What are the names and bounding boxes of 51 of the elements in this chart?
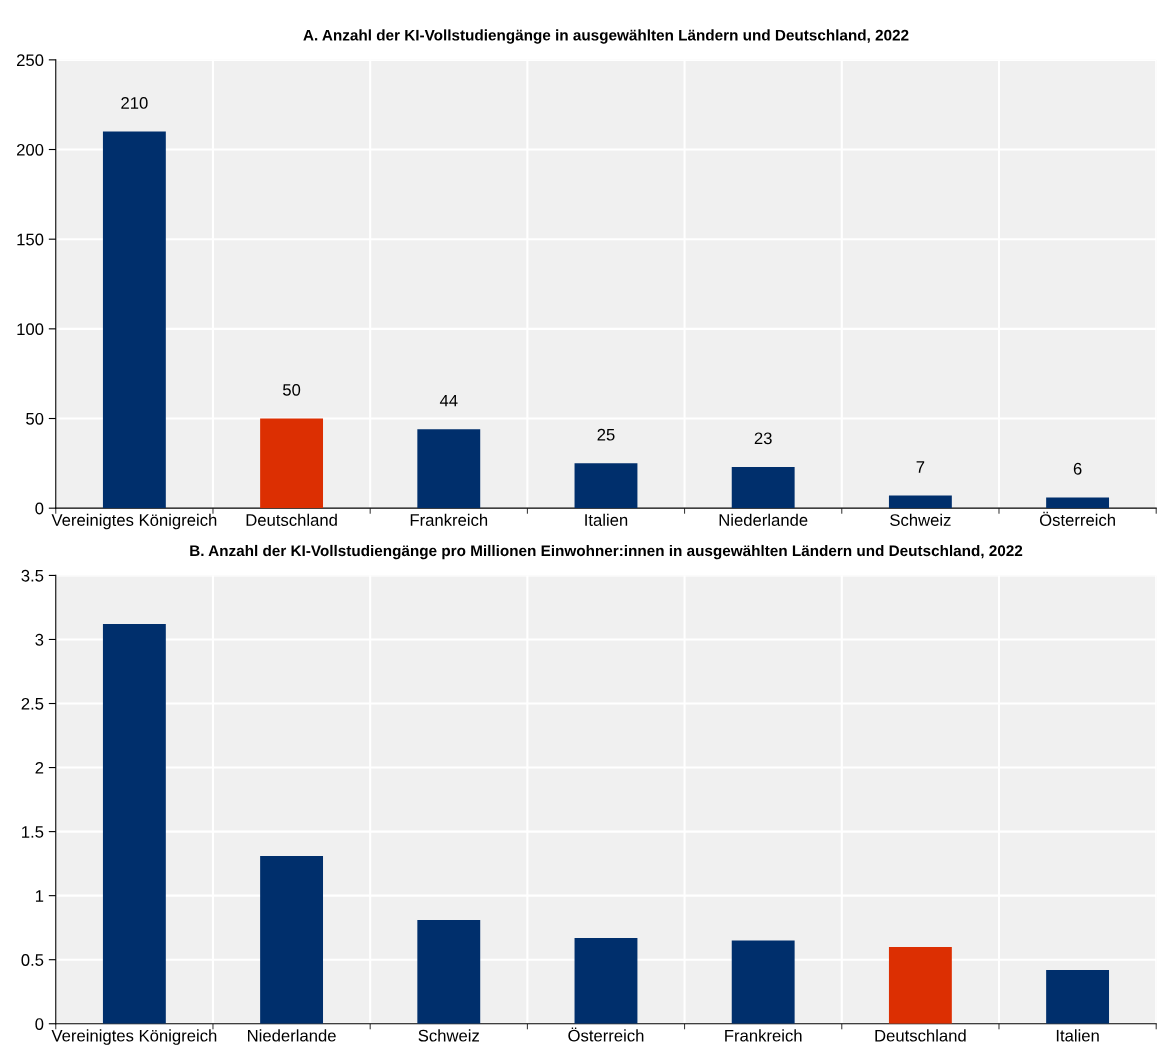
x-tick-label: Niederlande [248,1029,336,1042]
x-tick-label: Italien [1056,1029,1099,1042]
y-tick-label: 200 [17,143,44,156]
y-tick-label: 250 [17,54,44,67]
x-tick-label: Frankreich [725,1029,802,1042]
x-tick-label: Deutschland [246,513,337,526]
data-label: 23 [754,432,772,445]
bar [417,429,481,509]
y-tick-label: 50 [26,412,44,425]
bar [260,855,324,1024]
x-tick-label: Niederlande [719,513,808,526]
bar [731,940,795,1024]
y-tick-label: 0 [35,502,44,515]
chart-title: A. Anzahl der KI-Vollstudiengänge in ausgewählten Ländern und Deutschland, 2022 [303,29,909,44]
y-tick-label: 2 [35,761,44,774]
data-label: 6 [1073,462,1082,475]
x-tick-label: Schweiz [418,1029,479,1042]
chart-title: B. Anzahl der KI-Vollstudiengänge pro Millionen Einwohner:innen in ausgewählten Ländern und Deutschland, 2022 [190,544,1023,560]
data-label: 50 [282,383,301,396]
x-tick-label: Frankreich [410,513,488,526]
y-tick-label: 3.5 [21,569,44,582]
x-tick-label: Österreich [1039,511,1115,526]
data-label: 44 [439,394,458,407]
bar [888,946,952,1024]
x-tick-label: Italien [585,513,628,526]
x-tick-label: Vereinigtes Königreich [51,513,217,530]
y-tick-label: 100 [17,323,44,336]
bar [102,624,166,1024]
y-tick-label: 0.5 [21,954,44,966]
x-tick-label: Deutschland [875,1029,966,1042]
y-tick-label: 3 [35,633,44,646]
bar [574,937,638,1024]
bar [1046,969,1110,1024]
bar [1046,497,1110,509]
y-tick-label: 150 [17,233,44,246]
data-label: 25 [597,428,615,441]
bar [888,495,952,509]
y-tick-label: 1.5 [22,826,44,838]
data-label: 7 [916,461,925,473]
y-tick-label: 0 [35,1018,44,1030]
bar [102,131,166,509]
x-tick-label: Schweiz [890,513,951,526]
y-tick-label: 1 [35,890,44,902]
y-tick-label: 2.5 [21,697,44,710]
x-tick-label: Österreich [568,1027,644,1042]
bar [574,463,638,509]
bar [417,919,481,1024]
x-tick-label: Vereinigtes Königreich [51,1029,217,1045]
data-label: 210 [121,97,148,109]
bar [731,466,795,509]
bar [260,418,324,509]
